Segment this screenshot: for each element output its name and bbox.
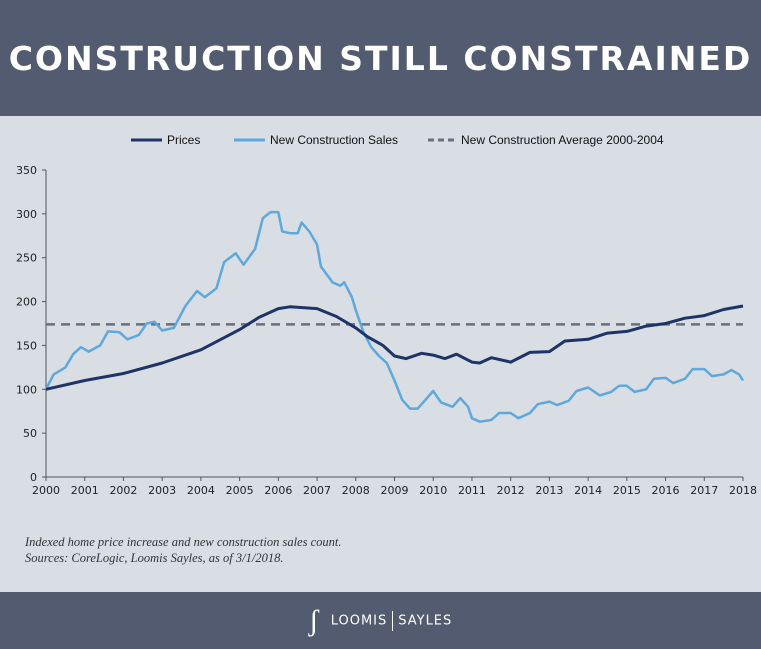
legend-label: New Construction Average 2000-2004 [461,133,664,147]
x-tick-label: 2015 [613,484,641,497]
note-description: Indexed home price increase and new cons… [25,535,342,549]
note-sources: Sources: CoreLogic, Loomis Sayles, as of… [25,551,284,565]
legend-label: New Construction Sales [270,133,398,147]
brand-right: SAYLES [398,613,453,628]
y-tick-label: 100 [16,383,37,396]
x-tick-label: 2001 [71,484,99,497]
x-tick-label: 2012 [497,484,525,497]
x-tick-label: 2017 [690,484,718,497]
loomis-sayles-logo-icon: ʃ [308,603,319,637]
x-tick-label: 2005 [226,484,254,497]
x-tick-label: 2002 [109,484,137,497]
chart-notes: Indexed home price increase and new cons… [25,534,341,566]
y-tick-label: 50 [23,427,37,440]
brand-divider [392,610,394,631]
series-prices [45,304,744,391]
x-tick-label: 2000 [32,484,60,497]
x-tick-label: 2006 [264,484,292,497]
x-tick-label: 2004 [187,484,215,497]
y-tick-label: 300 [16,208,37,221]
x-tick-label: 2014 [574,484,602,497]
chart: 0 50 100 150 200 250 300 350 2000 2001 2002 2003 200… [16,133,757,497]
y-tick-label: 200 [16,296,37,309]
legend-label: Prices [167,133,200,147]
x-tick-label: 2018 [729,484,757,497]
y-tick-label: 250 [16,252,37,265]
page-title: CONSTRUCTION STILL CONSTRAINED [8,38,753,78]
brand-left: LOOMIS [330,613,388,628]
x-tick-label: 2011 [458,484,486,497]
y-tick-label: 0 [30,471,37,484]
footer: ʃ LOOMIS SAYLES [0,592,761,649]
header: CONSTRUCTION STILL CONSTRAINED [0,0,761,116]
series-new-construction-sales [44,210,745,423]
x-tick-label: 2008 [342,484,370,497]
brand-name: LOOMIS SAYLES [330,610,453,631]
x-tick-label: 2007 [303,484,331,497]
x-tick-label: 2009 [381,484,409,497]
y-tick-label: 350 [16,164,37,177]
x-tick-label: 2003 [148,484,176,497]
x-tick-label: 2013 [535,484,563,497]
y-tick-label: 150 [16,339,37,352]
x-tick-label: 2016 [652,484,680,497]
x-tick-label: 2010 [419,484,447,497]
